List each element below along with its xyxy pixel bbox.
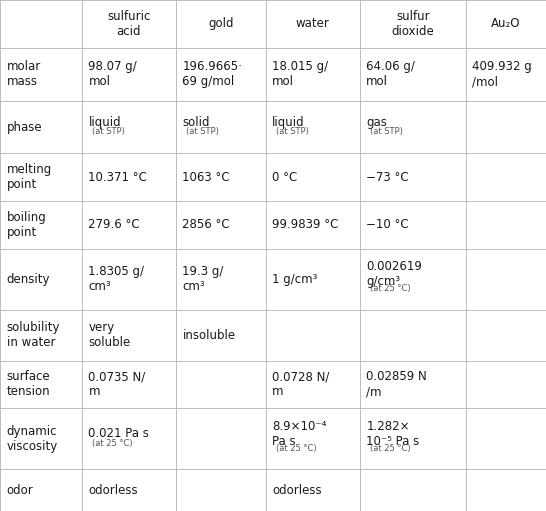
Text: solubility
in water: solubility in water (7, 321, 60, 349)
Text: 18.015 g/
mol: 18.015 g/ mol (272, 60, 328, 88)
Text: −10 °C: −10 °C (366, 218, 409, 231)
Text: surface
tension: surface tension (7, 370, 50, 399)
Text: 196.9665·
69 g/mol: 196.9665· 69 g/mol (182, 60, 242, 88)
Text: 0.0735 N/
m: 0.0735 N/ m (88, 370, 146, 399)
Text: (at STP): (at STP) (370, 127, 402, 136)
Text: 279.6 °C: 279.6 °C (88, 218, 140, 231)
Text: 0.021 Pa s: 0.021 Pa s (88, 427, 149, 440)
Text: 19.3 g/
cm³: 19.3 g/ cm³ (182, 265, 224, 293)
Text: (at STP): (at STP) (92, 127, 124, 136)
Text: 0.002619
g/cm³: 0.002619 g/cm³ (366, 260, 422, 288)
Text: −73 °C: −73 °C (366, 171, 409, 183)
Text: 98.07 g/
mol: 98.07 g/ mol (88, 60, 137, 88)
Text: Au₂O: Au₂O (491, 17, 521, 30)
Text: 99.9839 °C: 99.9839 °C (272, 218, 339, 231)
Text: water: water (296, 17, 330, 30)
Text: (at 25 °C): (at 25 °C) (370, 285, 410, 293)
Text: 1.282×
10⁻⁵ Pa s: 1.282× 10⁻⁵ Pa s (366, 420, 419, 448)
Text: gas: gas (366, 115, 387, 129)
Text: phase: phase (7, 121, 42, 134)
Text: odorless: odorless (272, 483, 322, 497)
Text: (at STP): (at STP) (276, 127, 308, 136)
Text: 0 °C: 0 °C (272, 171, 298, 183)
Text: liquid: liquid (88, 115, 121, 129)
Text: solid: solid (182, 115, 210, 129)
Text: 1063 °C: 1063 °C (182, 171, 230, 183)
Text: 1.8305 g/
cm³: 1.8305 g/ cm³ (88, 265, 145, 293)
Text: very
soluble: very soluble (88, 321, 130, 349)
Text: 0.0728 N/
m: 0.0728 N/ m (272, 370, 330, 399)
Text: 64.06 g/
mol: 64.06 g/ mol (366, 60, 415, 88)
Text: 409.932 g
/mol: 409.932 g /mol (472, 60, 532, 88)
Text: molar
mass: molar mass (7, 60, 41, 88)
Text: (at 25 °C): (at 25 °C) (370, 444, 410, 453)
Text: odor: odor (7, 483, 33, 497)
Text: sulfur
dioxide: sulfur dioxide (391, 10, 434, 38)
Text: gold: gold (208, 17, 234, 30)
Text: dynamic
viscosity: dynamic viscosity (7, 425, 58, 453)
Text: liquid: liquid (272, 115, 305, 129)
Text: odorless: odorless (88, 483, 138, 497)
Text: sulfuric
acid: sulfuric acid (107, 10, 151, 38)
Text: insoluble: insoluble (182, 329, 236, 341)
Text: (at STP): (at STP) (186, 127, 218, 136)
Text: 1 g/cm³: 1 g/cm³ (272, 272, 318, 286)
Text: (at 25 °C): (at 25 °C) (92, 438, 132, 448)
Text: melting
point: melting point (7, 163, 52, 191)
Text: 8.9×10⁻⁴
Pa s: 8.9×10⁻⁴ Pa s (272, 420, 327, 448)
Text: 10.371 °C: 10.371 °C (88, 171, 147, 183)
Text: 0.02859 N
/m: 0.02859 N /m (366, 370, 427, 399)
Text: density: density (7, 272, 50, 286)
Text: (at 25 °C): (at 25 °C) (276, 444, 316, 453)
Text: boiling
point: boiling point (7, 211, 46, 239)
Text: 2856 °C: 2856 °C (182, 218, 230, 231)
